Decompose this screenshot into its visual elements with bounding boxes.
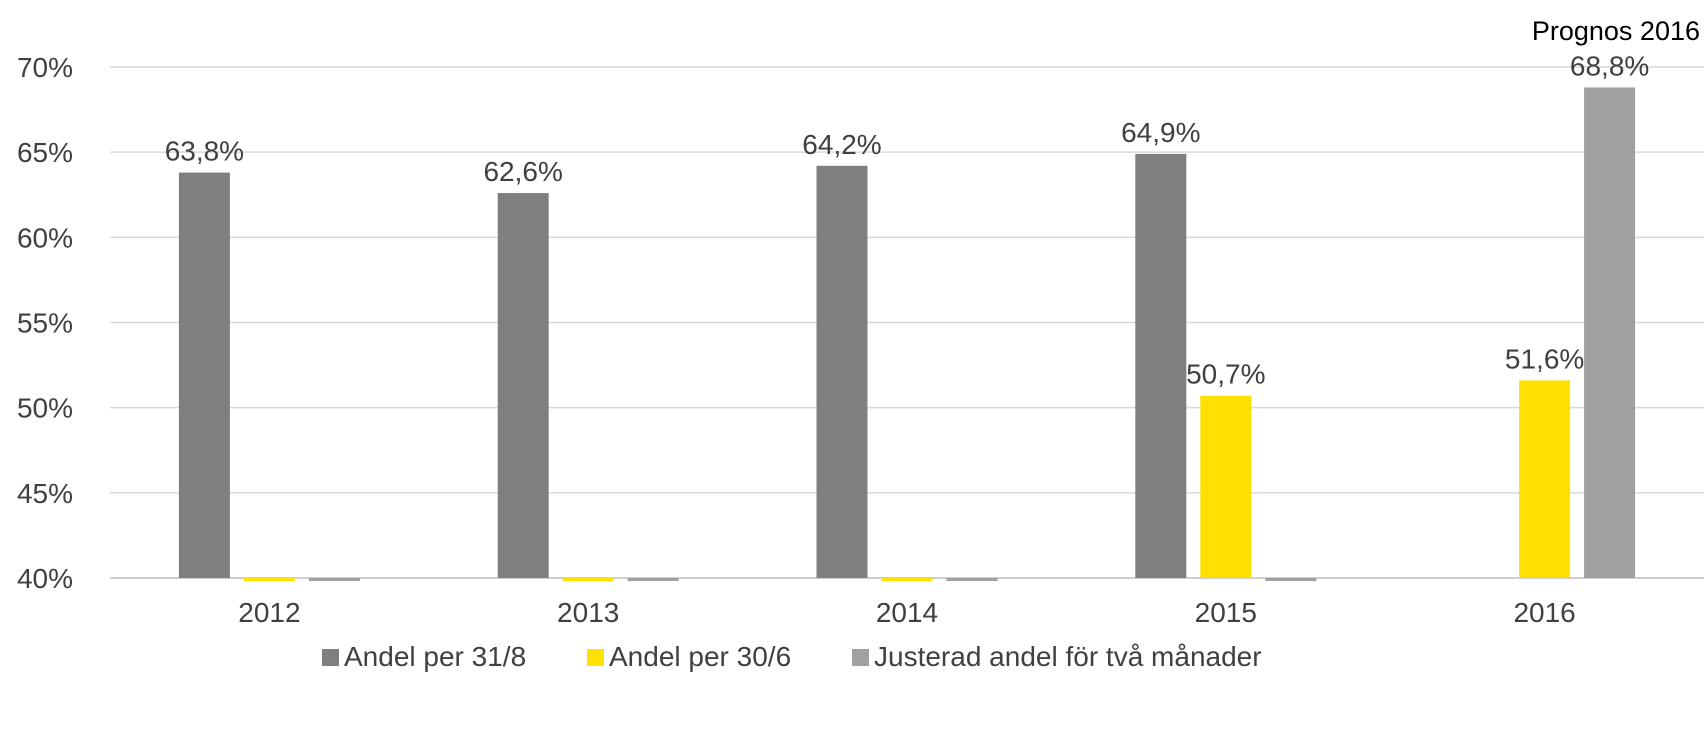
legend-swatch [587, 649, 604, 666]
bar [1519, 380, 1571, 578]
bar-stub [243, 578, 295, 581]
data-label: 64,2% [802, 129, 881, 160]
legend-swatch [852, 649, 869, 666]
bar [816, 165, 868, 578]
y-tick-label: 55% [17, 308, 73, 339]
bar [1135, 153, 1187, 578]
y-tick-label: 50% [17, 393, 73, 424]
bar-stub [562, 578, 614, 581]
forecast-annotation: Prognos 2016 [1532, 16, 1700, 46]
y-tick-label: 45% [17, 478, 73, 509]
data-label: 64,9% [1121, 117, 1200, 148]
gridlines [110, 66, 1704, 579]
x-tick-label: 2012 [238, 597, 300, 628]
bar-stub [946, 578, 998, 581]
legend: Andel per 31/8 Andel per 30/6 Justerad and… [322, 641, 1262, 672]
bar [1200, 395, 1252, 578]
x-tick-label: 2015 [1195, 597, 1257, 628]
y-tick-label: 60% [17, 222, 73, 253]
data-label: 63,8% [165, 136, 244, 167]
legend-label: Justerad andel för två månader [874, 641, 1262, 672]
bar-stub [1265, 578, 1317, 581]
bar [1584, 87, 1636, 578]
legend-swatch [322, 649, 339, 666]
y-tick-label: 70% [17, 52, 73, 83]
x-tick-label: 2014 [876, 597, 938, 628]
bars [178, 87, 1636, 581]
bar [497, 193, 549, 578]
y-tick-label: 65% [17, 137, 73, 168]
bar-stub [881, 578, 933, 581]
data-label: 51,6% [1505, 343, 1584, 374]
x-tick-label: 2016 [1513, 597, 1575, 628]
y-tick-label: 40% [17, 563, 73, 594]
x-axis: 2012 2013 2014 2015 2016 [238, 597, 1575, 628]
bar-stub [627, 578, 679, 581]
x-tick-label: 2013 [557, 597, 619, 628]
bar-stub [308, 578, 360, 581]
legend-label: Andel per 31/8 [344, 641, 526, 672]
y-axis: 40% 45% 50% 55% 60% 65% 70% [17, 52, 73, 594]
legend-label: Andel per 30/6 [609, 641, 791, 672]
data-labels: 63,8% 62,6% 64,2% 64,9% 50,7% 51,6% 68,8% [165, 50, 1650, 389]
bar [178, 172, 230, 578]
data-label: 50,7% [1186, 359, 1265, 390]
data-label: 68,8% [1570, 50, 1649, 81]
data-label: 62,6% [483, 156, 562, 187]
